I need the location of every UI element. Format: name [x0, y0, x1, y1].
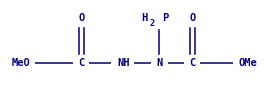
- Text: C: C: [189, 58, 196, 68]
- Text: NH: NH: [117, 58, 130, 68]
- Text: 2: 2: [149, 19, 154, 28]
- Text: O: O: [189, 13, 196, 23]
- Text: OMe: OMe: [238, 58, 257, 68]
- Text: C: C: [79, 58, 85, 68]
- Text: O: O: [79, 13, 85, 23]
- Text: N: N: [156, 58, 162, 68]
- Text: H: H: [141, 13, 147, 23]
- Text: MeO: MeO: [11, 58, 30, 68]
- Text: P: P: [163, 13, 169, 23]
